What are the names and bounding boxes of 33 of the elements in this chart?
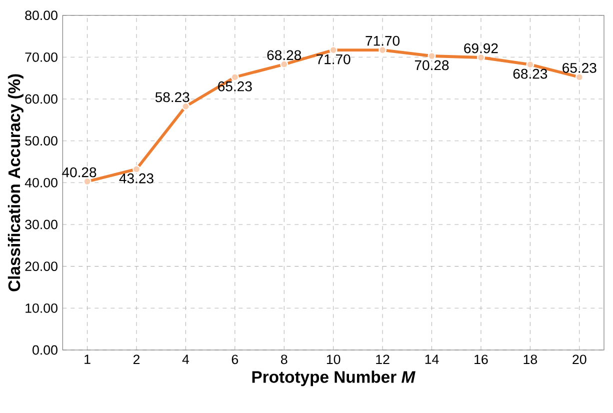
x-tick-label: 4 <box>182 354 190 364</box>
x-tick-label: 18 <box>524 354 538 364</box>
x-tick-label: 6 <box>232 354 238 364</box>
data-label: 58.23 <box>155 92 190 102</box>
y-tick-label: 40.00 <box>24 178 58 188</box>
y-tick-label: 70.00 <box>25 52 58 62</box>
x-tick-label: 2 <box>133 354 140 364</box>
y-tick-label: 60.00 <box>25 94 58 104</box>
x-tick-label: 14 <box>425 354 439 364</box>
data-label: 68.23 <box>513 68 548 79</box>
data-label: 71.70 <box>316 54 350 64</box>
y-tick-label: 80.00 <box>25 10 58 20</box>
x-tick-label: 12 <box>376 354 390 364</box>
y-tick-label: 50.00 <box>25 136 58 146</box>
x-tick-label: 10 <box>326 354 340 364</box>
data-label: 68.28 <box>267 50 302 60</box>
y-tick-label: 20.00 <box>25 262 58 272</box>
y-tick-label: 30.00 <box>25 220 58 230</box>
x-tick-label: 1 <box>84 354 90 364</box>
data-label: 43.23 <box>119 173 154 184</box>
data-label: 65.23 <box>562 62 596 73</box>
data-label: 71.70 <box>366 36 400 46</box>
data-label: 40.28 <box>62 167 96 178</box>
y-tick-label: 10.00 <box>26 303 58 313</box>
y-tick-label: 0.00 <box>32 345 58 355</box>
data-label: 69.92 <box>464 43 498 54</box>
x-tick-label: 20 <box>572 354 586 364</box>
x-axis-title: Prototype Number M <box>252 370 416 386</box>
data-label: 65.23 <box>218 81 252 92</box>
x-tick-label: 8 <box>281 354 288 364</box>
y-axis-title: Classification Accuracy (%) <box>8 74 24 292</box>
x-tick-label: 16 <box>474 354 488 364</box>
data-label: 70.28 <box>414 60 449 70</box>
